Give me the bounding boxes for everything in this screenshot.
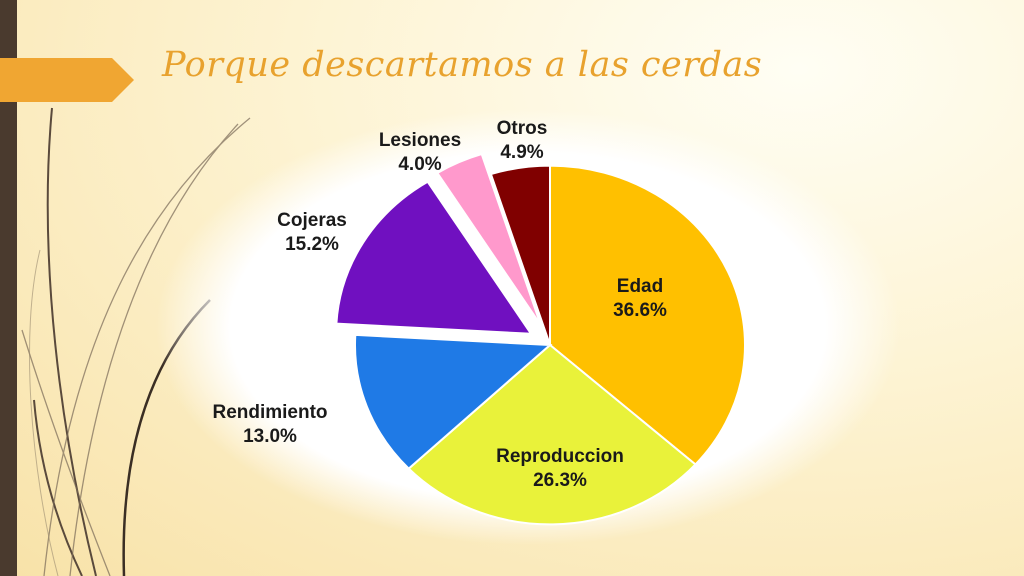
slice-label-reproduccion: Reproduccion	[496, 446, 624, 467]
slice-value-cojeras: 15.2%	[285, 234, 339, 255]
pie-slice-rendimiento	[354, 333, 553, 470]
pie-slice-edad	[549, 164, 746, 466]
pie-slice-lesiones	[435, 152, 542, 326]
slice-value-otros: 4.9%	[500, 142, 543, 163]
slice-value-rendimiento: 13.0%	[243, 426, 297, 447]
slice-value-edad: 36.6%	[613, 300, 667, 321]
left-accent-bar	[0, 0, 17, 576]
title-arrow-banner	[0, 58, 134, 102]
pie-slice-cojeras	[335, 180, 534, 335]
slice-label-edad: Edad	[617, 276, 663, 297]
slice-label-otros: Otros	[497, 118, 548, 139]
slide-title: Porque descartamos a las cerdas	[162, 45, 763, 85]
slice-value-lesiones: 4.0%	[398, 154, 441, 175]
slice-label-rendimiento: Rendimiento	[212, 402, 327, 423]
slice-label-lesiones: Lesiones	[379, 130, 461, 151]
slice-value-reproduccion: 26.3%	[533, 470, 587, 491]
slice-label-cojeras: Cojeras	[277, 210, 347, 231]
pie-slice-otros	[489, 164, 551, 346]
pie-slice-reproduccion	[407, 343, 697, 526]
